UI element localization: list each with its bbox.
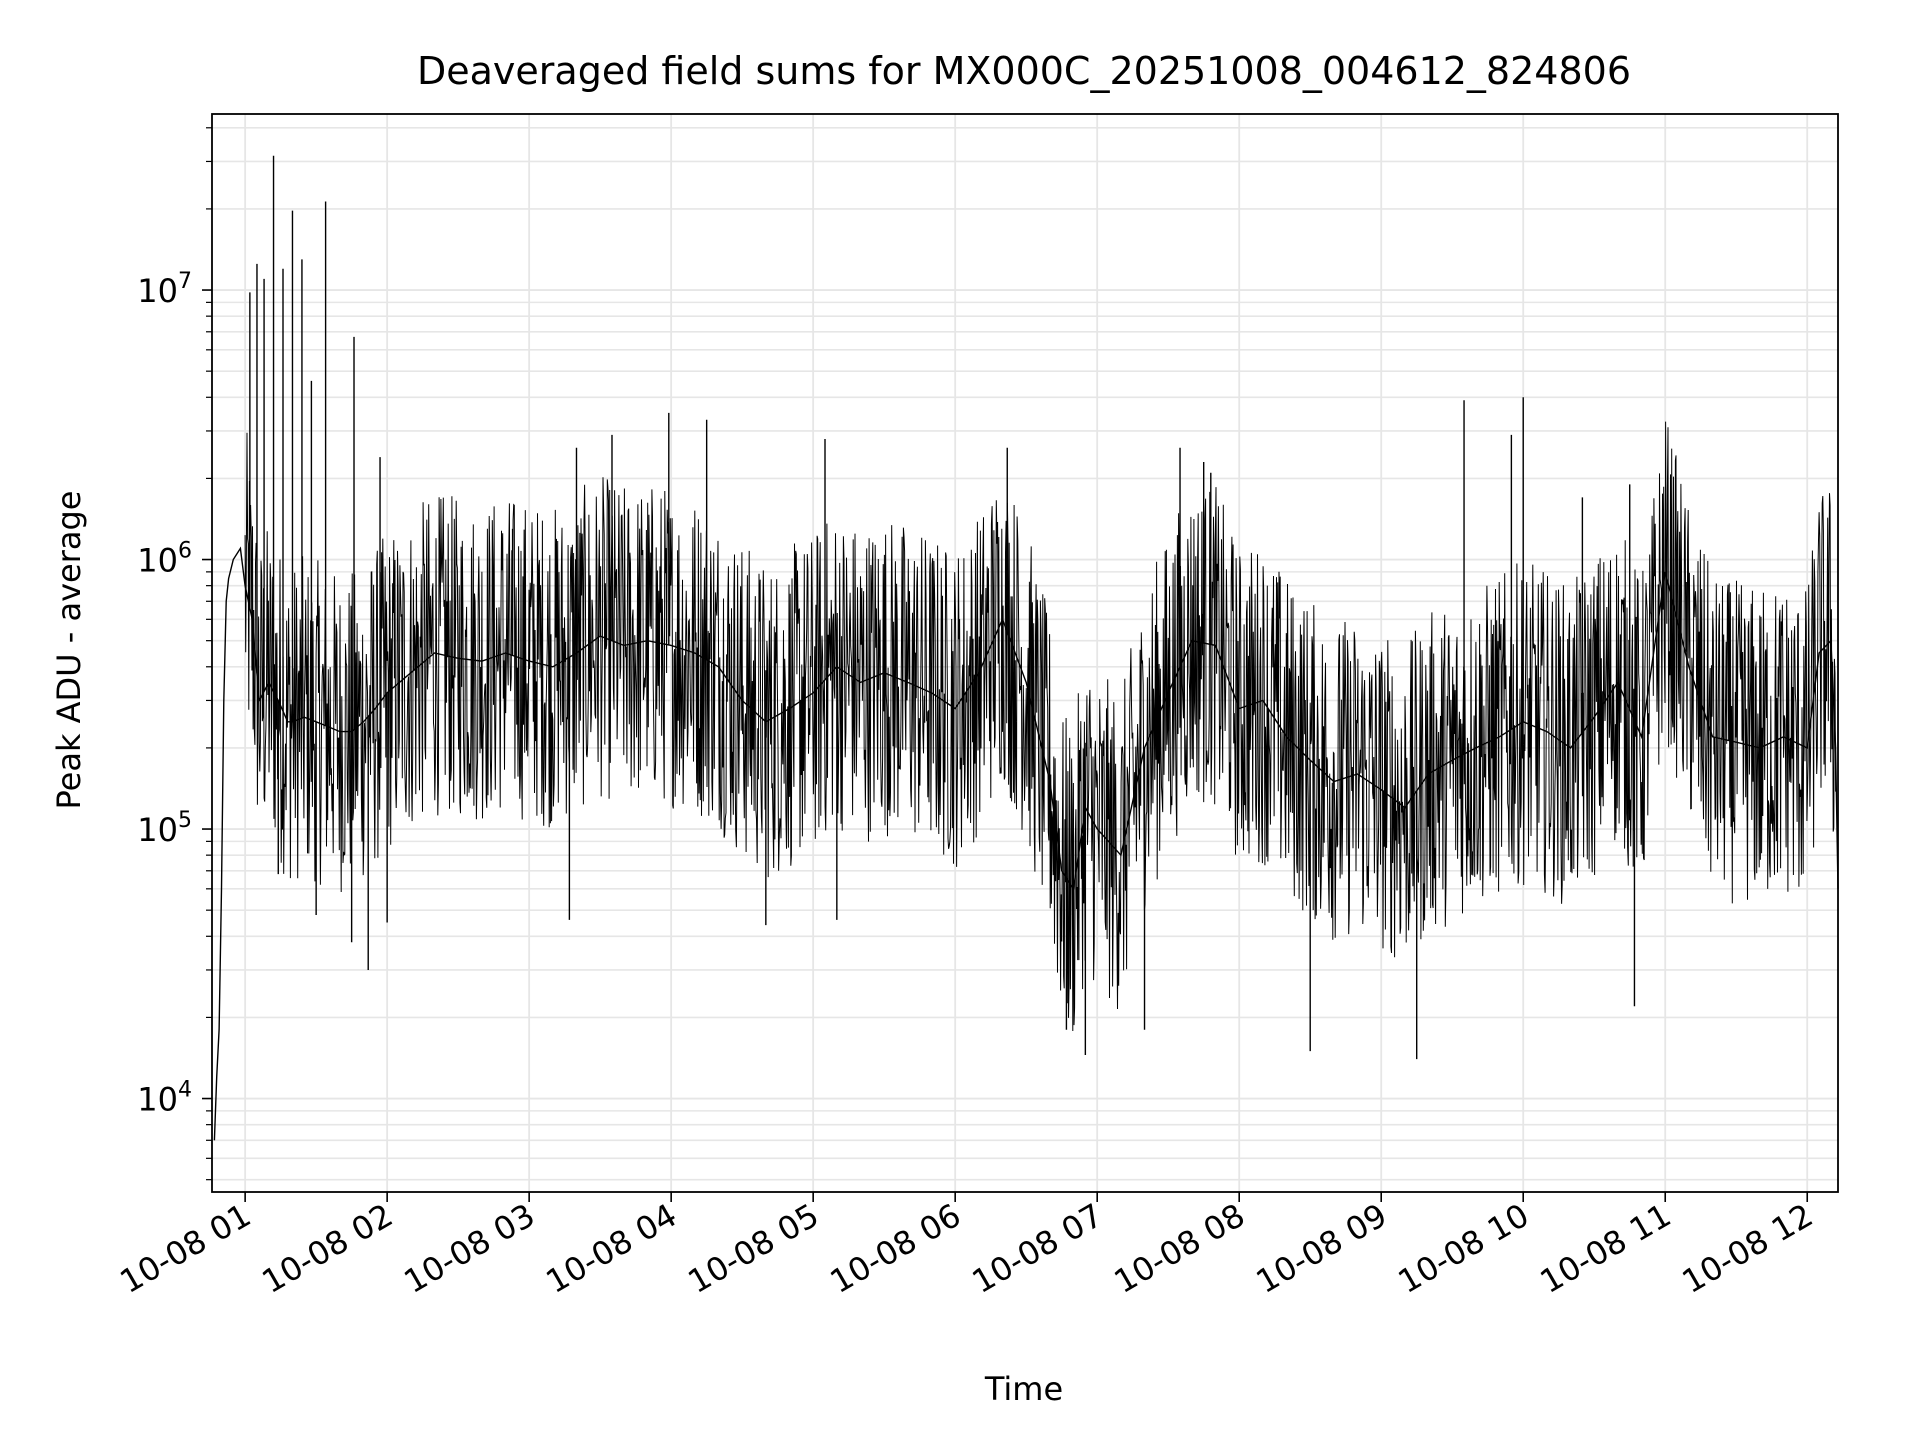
- y-axis-label: Peak ADU - average: [50, 491, 88, 810]
- grid-layer: [212, 114, 1838, 1192]
- data-layer: [213, 155, 1839, 1141]
- y-tick-label: 106: [137, 539, 192, 580]
- series-noise: [244, 421, 1837, 1032]
- plot-frame: [211, 113, 1839, 1193]
- chart-title: Deaveraged field sums for MX000C_2025100…: [417, 49, 1631, 93]
- y-tick-label: 104: [137, 1078, 192, 1119]
- y-tick-label: 105: [137, 808, 192, 849]
- y-tick-label: 107: [137, 269, 192, 310]
- x-axis-label: Time: [984, 1370, 1063, 1408]
